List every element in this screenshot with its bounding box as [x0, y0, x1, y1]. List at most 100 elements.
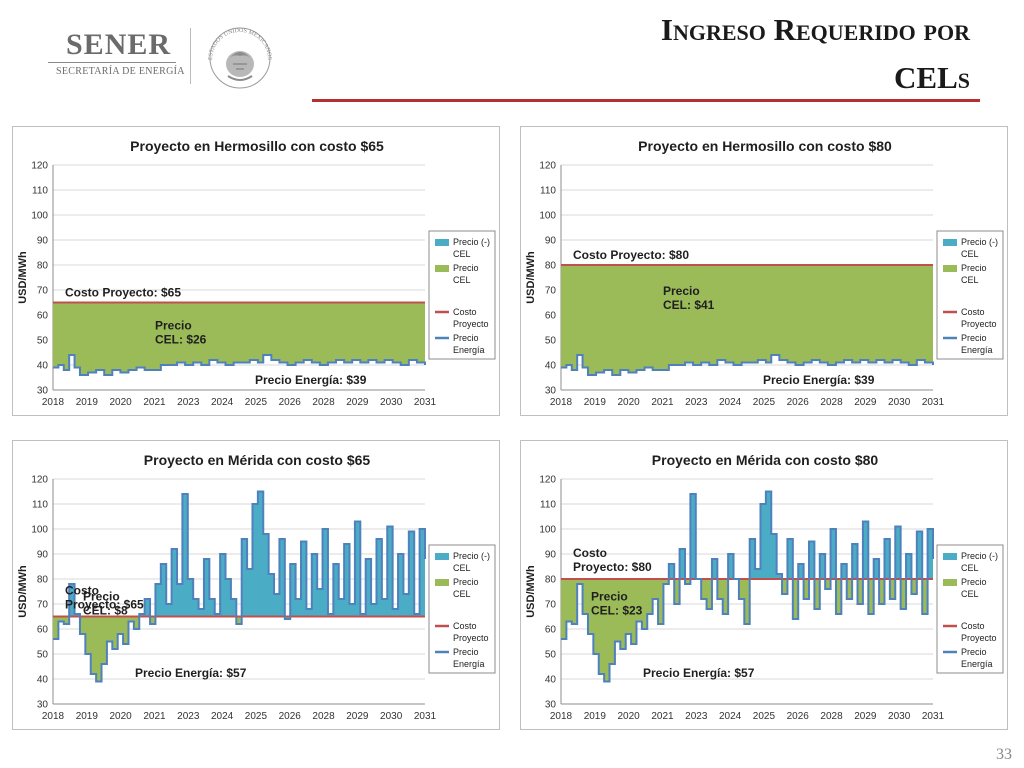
xtick-label-2029: 2029 [346, 397, 369, 408]
slide-header: SENER SECRETARÍA DE ENERGÍA ESTADOS UNID… [0, 0, 1024, 112]
legend-label-1: Precio CEL [453, 263, 479, 285]
y-axis-label: USD/MWh [17, 251, 29, 304]
chart-panel-merida-80: Proyecto en Mérida con costo $80 30 40 50 60… [520, 440, 1008, 730]
xtick-label-2018: 2018 [550, 397, 573, 408]
legend-swatch-0 [435, 553, 449, 560]
xtick-label-2026: 2026 [279, 397, 302, 408]
ytick-label-60: 60 [37, 311, 49, 322]
legend-label-2: Costo Proyecto [453, 307, 489, 329]
chart-hermosillo-80: Proyecto en Hermosillo con costo $80 30 40… [521, 127, 1007, 415]
annotation-2: Precio Energía: $57 [135, 666, 247, 680]
xtick-label-2019: 2019 [584, 397, 607, 408]
legend-swatch-1 [943, 579, 957, 586]
ytick-label-120: 120 [31, 475, 48, 486]
annotation-0: Costo Proyecto: $80 [573, 546, 652, 574]
xtick-label-2029: 2029 [346, 711, 369, 722]
line-precio-energia [53, 490, 426, 683]
xtick-label-2024: 2024 [719, 397, 742, 408]
xtick-label-2021: 2021 [651, 397, 674, 408]
ytick-label-50: 50 [37, 650, 49, 661]
xtick-label-2023: 2023 [685, 397, 708, 408]
ytick-label-120: 120 [539, 475, 556, 486]
ytick-label-110: 110 [32, 500, 48, 511]
sener-logo: SENER SECRETARÍA DE ENERGÍA ESTADOS UNID… [48, 24, 288, 90]
ytick-label-80: 80 [37, 261, 49, 272]
xtick-label-2026: 2026 [279, 711, 302, 722]
xtick-label-2019: 2019 [584, 711, 607, 722]
xtick-label-2021: 2021 [143, 711, 166, 722]
ytick-label-120: 120 [31, 161, 48, 172]
legend-swatch-0 [435, 239, 449, 246]
annotation-2: Precio Energía: $39 [255, 373, 367, 387]
ytick-label-110: 110 [540, 186, 556, 197]
xtick-label-2028: 2028 [820, 711, 843, 722]
xtick-label-2020: 2020 [110, 397, 133, 408]
xtick-label-2023: 2023 [177, 711, 200, 722]
ytick-label-110: 110 [32, 186, 48, 197]
xtick-label-2031: 2031 [922, 711, 945, 722]
y-axis-label: USD/MWh [17, 565, 29, 618]
xtick-label-2020: 2020 [618, 397, 641, 408]
xtick-label-2028: 2028 [312, 711, 335, 722]
ytick-label-70: 70 [37, 600, 49, 611]
legend-label-0: Precio (-) CEL [961, 551, 998, 573]
ytick-label-70: 70 [545, 600, 557, 611]
ytick-label-100: 100 [31, 525, 48, 536]
legend-label-0: Precio (-) CEL [453, 237, 490, 259]
legend-label-1: Precio CEL [453, 577, 479, 599]
title-rule [312, 99, 980, 102]
xtick-label-2029: 2029 [854, 397, 877, 408]
area-precio-cel [561, 579, 933, 682]
xtick-label-2030: 2030 [380, 397, 403, 408]
logo-subtitle: SECRETARÍA DE ENERGÍA [56, 66, 185, 77]
xtick-label-2026: 2026 [787, 397, 810, 408]
xtick-label-2025: 2025 [753, 397, 776, 408]
xtick-label-2020: 2020 [618, 711, 641, 722]
xtick-label-2028: 2028 [820, 397, 843, 408]
ytick-label-50: 50 [545, 336, 557, 347]
ytick-label-90: 90 [37, 236, 49, 247]
xtick-label-2031: 2031 [414, 397, 437, 408]
line-precio-energia [561, 354, 934, 376]
annotation-0: Costo Proyecto: $65 [65, 584, 144, 612]
chart-title: Proyecto en Hermosillo con costo $80 [638, 138, 892, 154]
xtick-label-2029: 2029 [854, 711, 877, 722]
ytick-label-50: 50 [545, 650, 557, 661]
ytick-label-60: 60 [545, 311, 557, 322]
area-precio-cel [53, 302, 425, 375]
ytick-label-60: 60 [37, 625, 49, 636]
xtick-label-2025: 2025 [753, 711, 776, 722]
legend-label-2: Costo Proyecto [961, 307, 997, 329]
chart-title: Proyecto en Mérida con costo $80 [652, 452, 879, 468]
legend-swatch-1 [435, 579, 449, 586]
logo-rule [48, 62, 176, 63]
legend-label-2: Costo Proyecto [961, 621, 997, 643]
ytick-label-50: 50 [37, 336, 49, 347]
ytick-label-120: 120 [539, 161, 556, 172]
ytick-label-40: 40 [545, 361, 557, 372]
legend-swatch-1 [435, 265, 449, 272]
annotation-1: Precio CEL: $41 [663, 284, 715, 312]
national-seal-icon: ESTADOS UNIDOS MEXICANOS [208, 27, 272, 89]
xtick-label-2024: 2024 [211, 711, 234, 722]
legend-label-1: Precio CEL [961, 577, 987, 599]
y-axis-label: USD/MWh [525, 565, 537, 618]
ytick-label-40: 40 [37, 361, 49, 372]
xtick-label-2024: 2024 [719, 711, 742, 722]
annotation-0: Costo Proyecto: $65 [65, 286, 181, 300]
legend-label-0: Precio (-) CEL [961, 237, 998, 259]
xtick-label-2031: 2031 [922, 397, 945, 408]
ytick-label-110: 110 [540, 500, 556, 511]
ytick-label-30: 30 [37, 386, 49, 397]
legend-label-2: Costo Proyecto [453, 621, 489, 643]
ytick-label-70: 70 [37, 286, 49, 297]
xtick-label-2023: 2023 [685, 711, 708, 722]
chart-merida-80: Proyecto en Mérida con costo $80 30 40 50 60… [521, 441, 1007, 729]
xtick-label-2024: 2024 [211, 397, 234, 408]
annotation-0: Costo Proyecto: $80 [573, 248, 689, 262]
xtick-label-2019: 2019 [76, 711, 99, 722]
ytick-label-30: 30 [37, 700, 49, 711]
ytick-label-30: 30 [545, 700, 557, 711]
annotation-1: Precio CEL: $26 [155, 318, 207, 346]
ytick-label-40: 40 [37, 675, 49, 686]
